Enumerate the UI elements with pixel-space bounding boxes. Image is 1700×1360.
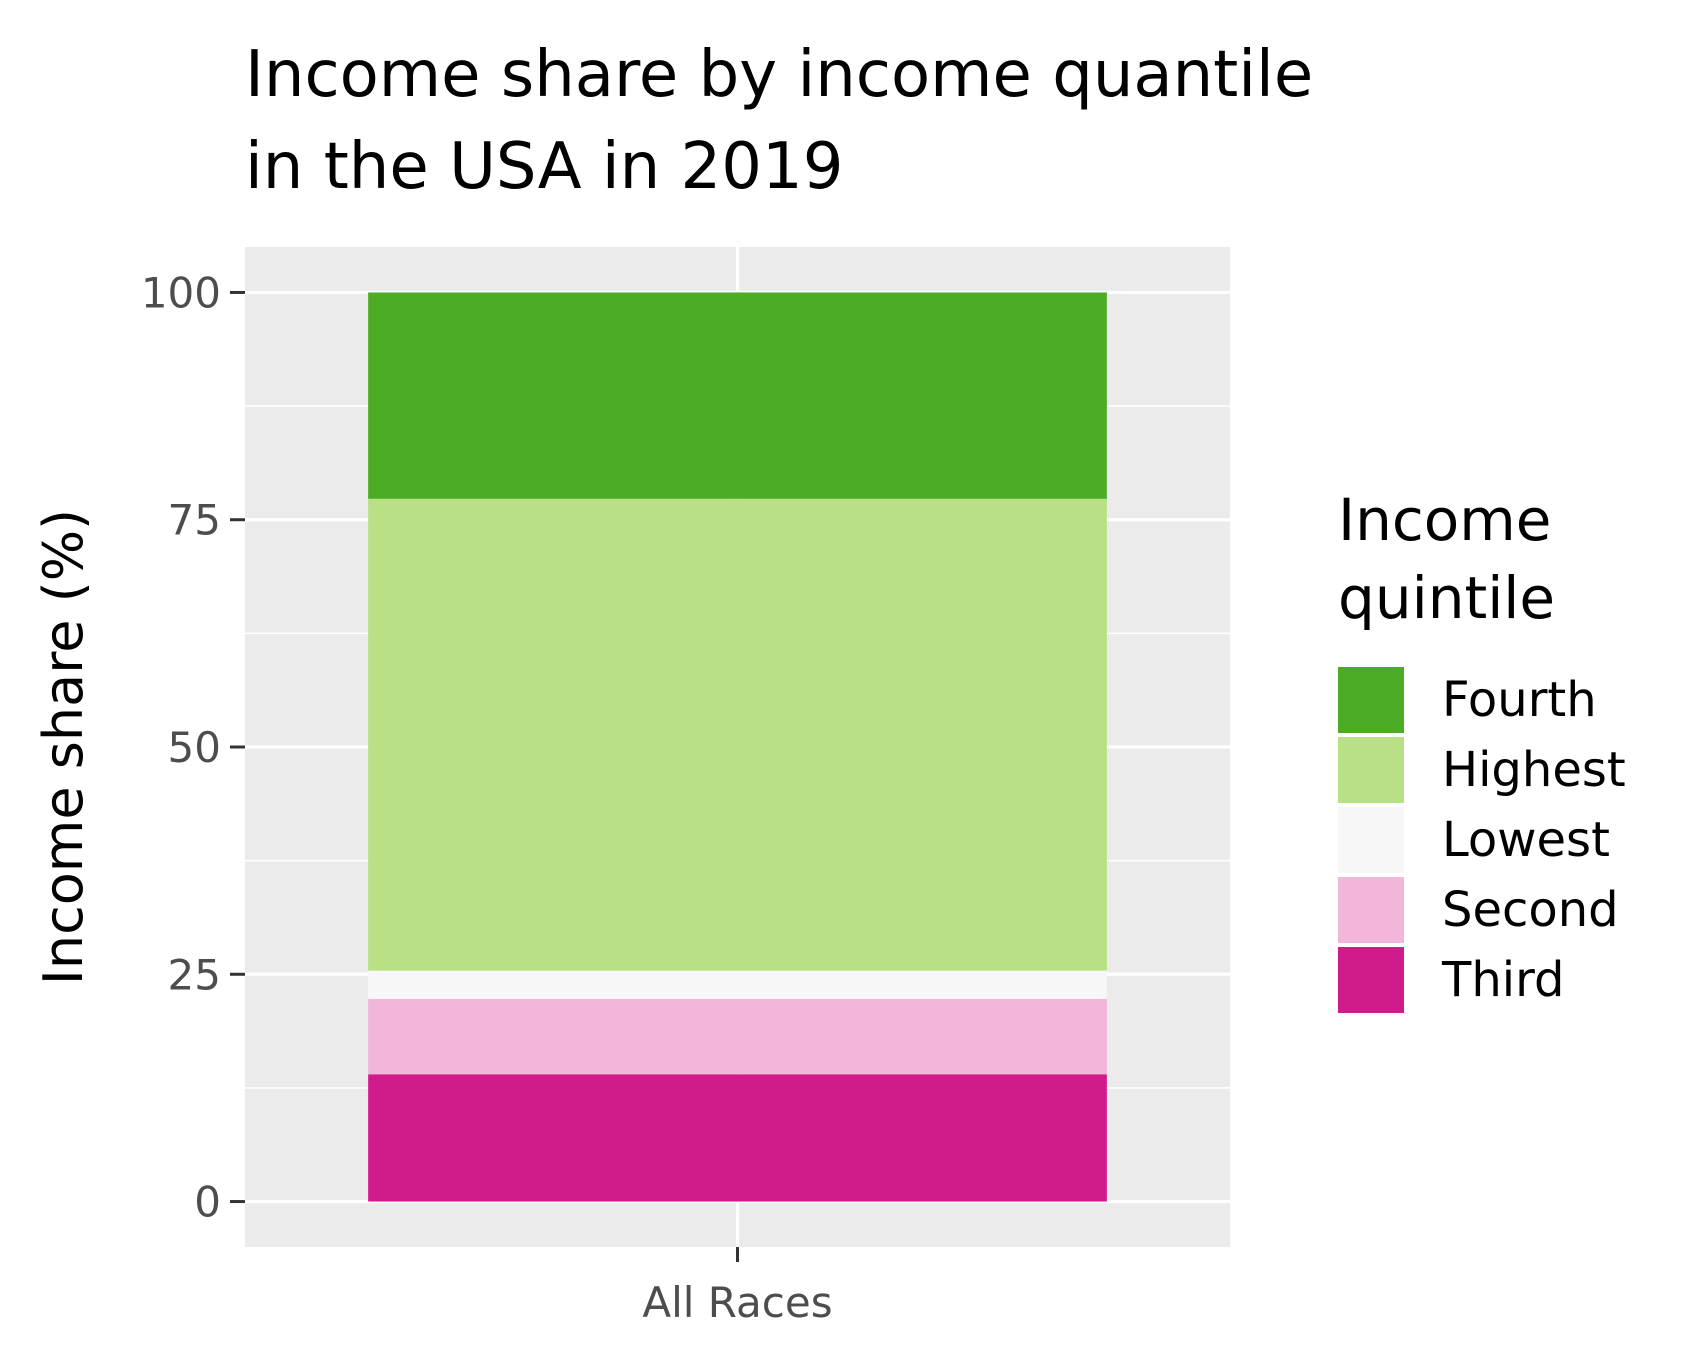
y-tick-label: 75 bbox=[168, 496, 221, 545]
bar-segment-highest bbox=[368, 498, 1107, 971]
y-tick-label: 0 bbox=[194, 1178, 221, 1227]
legend-key-highest bbox=[1338, 737, 1404, 803]
legend-title-line-1: Income bbox=[1338, 486, 1551, 554]
bar-segment-lowest bbox=[368, 970, 1107, 999]
x-axis: All Races bbox=[642, 1247, 833, 1327]
legend: Income quintile Fourth Highest Lowest Secon… bbox=[1338, 486, 1626, 1013]
x-tick-label: All Races bbox=[642, 1278, 832, 1327]
y-axis-title: Income share (%) bbox=[32, 509, 95, 985]
y-tick-label: 25 bbox=[168, 950, 221, 999]
bar-segment-fourth bbox=[368, 292, 1107, 499]
legend-label-highest: Highest bbox=[1442, 742, 1626, 798]
bar-segment-third bbox=[368, 1074, 1107, 1202]
chart-title-line-1: Income share by income quantile bbox=[245, 38, 1313, 112]
legend-items: Fourth Highest Lowest Second Third bbox=[1338, 667, 1626, 1013]
legend-key-third bbox=[1338, 947, 1404, 1013]
legend-title-line-2: quintile bbox=[1338, 564, 1555, 632]
y-axis: 0 25 50 75 100 bbox=[141, 268, 245, 1227]
bar-segment-second bbox=[368, 998, 1107, 1075]
y-tick-label: 100 bbox=[141, 268, 221, 317]
legend-key-second bbox=[1338, 877, 1404, 943]
legend-label-fourth: Fourth bbox=[1442, 672, 1597, 728]
legend-label-third: Third bbox=[1441, 952, 1564, 1008]
y-tick-label: 50 bbox=[168, 723, 221, 772]
bar-stack bbox=[368, 292, 1107, 1202]
legend-label-second: Second bbox=[1442, 882, 1619, 938]
legend-key-lowest bbox=[1338, 807, 1404, 873]
legend-label-lowest: Lowest bbox=[1442, 812, 1610, 868]
chart-title-line-2: in the USA in 2019 bbox=[245, 130, 843, 204]
legend-key-fourth bbox=[1338, 667, 1404, 733]
